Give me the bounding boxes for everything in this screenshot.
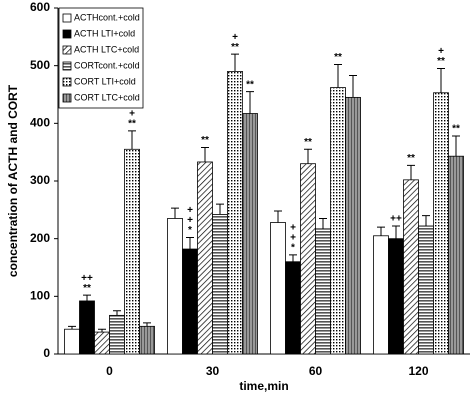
bar [167,218,183,355]
error-bar [274,210,282,223]
error-bar [319,217,327,229]
y-axis-title: concentration of ACTH and CORT [6,84,20,277]
legend-label: CORTcont.+cold [74,60,140,70]
error-bar [83,294,91,301]
significance-mark: ** [437,56,445,67]
x-tick-label: 120 [408,364,428,378]
y-tick-label: 600 [30,0,50,14]
error-bar [246,91,254,114]
significance-mark: ++ [81,273,93,284]
legend-swatch [62,29,72,39]
bar [139,325,155,355]
bar [227,71,243,355]
legend-swatch [62,61,72,71]
bar [197,161,213,355]
x-tick-label: 30 [206,364,220,378]
error-bar [452,135,460,157]
significance-mark: + [129,108,135,119]
significance-mark: + [187,215,193,226]
error-bar [392,225,400,239]
significance-mark: + [438,46,444,57]
y-tick-label: 100 [30,289,50,303]
legend-label: CORT LTC+cold [74,92,140,102]
bar [64,328,80,355]
bar [345,96,361,355]
legend-swatch [62,93,72,103]
bar [242,113,258,355]
bar [182,248,198,355]
significance-mark: + [290,232,296,243]
significance-mark: * [188,225,192,236]
y-tick-label: 500 [30,58,50,72]
significance-mark: ** [407,153,415,164]
legend-label: ACTH LTI+cold [74,28,135,38]
error-bar [216,203,224,215]
error-bar [231,53,239,72]
significance-mark: + [187,205,193,216]
bar [109,314,125,355]
x-tick-label: 0 [106,364,113,378]
y-tick-label: 300 [30,173,50,187]
bar [79,300,95,355]
error-bar [334,64,342,88]
error-bar [304,148,312,164]
error-bar [437,68,445,93]
error-bar [143,322,151,327]
error-bar [128,130,136,150]
bar [124,148,140,355]
legend-label: ACTH LTC+cold [74,44,139,54]
error-bar [349,74,357,98]
significance-mark: ** [83,283,91,294]
significance-mark: ** [304,137,312,148]
significance-mark: ** [334,52,342,63]
error-bar [171,207,179,219]
significance-mark: * [291,242,295,253]
error-bar [98,328,106,333]
legend-box [58,7,144,109]
x-axis-title: time,min [239,379,288,393]
bar [373,235,389,355]
significance-mark: ** [246,79,254,90]
error-bar [68,325,76,330]
legend-label: ACTHcont.+cold [74,12,140,22]
bar [403,179,419,355]
y-tick-label: 400 [30,116,50,130]
bar [94,331,110,355]
bar [300,163,316,355]
significance-mark: ++ [390,214,402,225]
y-tick-label: 0 [43,346,50,360]
significance-mark: + [232,32,238,43]
y-tick-label: 200 [30,231,50,245]
error-bar [289,254,297,262]
error-bar [201,147,209,162]
bar [330,87,346,355]
bar [315,228,331,355]
error-bar [186,237,194,250]
error-bar [113,310,121,316]
bar [388,238,404,355]
significance-mark: ** [452,124,460,135]
bar [285,261,301,355]
legend-swatch [62,13,72,23]
significance-mark: ** [231,42,239,53]
bar [418,225,434,355]
error-bar [377,226,385,236]
legend-label: CORT LTI+cold [74,76,136,86]
x-tick-label: 60 [309,364,323,378]
significance-mark: ** [128,118,136,129]
bar [270,222,286,355]
bar [433,92,449,355]
significance-mark: ** [201,135,209,146]
error-bar [422,215,430,226]
legend-swatch [62,45,72,55]
bar [448,155,464,355]
legend-swatch [62,77,72,87]
significance-mark: + [290,222,296,233]
error-bar [407,164,415,180]
bar [212,214,228,355]
